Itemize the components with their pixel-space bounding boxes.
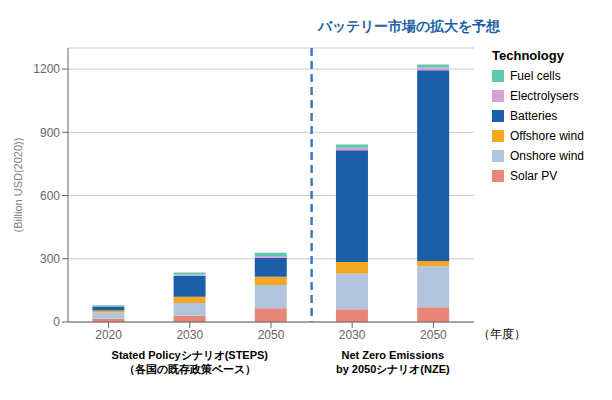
svg-text:2050: 2050 [258,328,285,342]
html-text:Onshore wind: Onshore wind [510,149,584,163]
svg-text:900: 900 [40,126,60,140]
html-text:Stated Policyシナリオ(STEPS) （各国の既: Stated Policyシナリオ(STEPS) （各国の既存政策ベース） [111,349,268,375]
html-text:Offshore wind: Offshore wind [510,129,584,143]
svg-text:2030: 2030 [176,328,203,342]
svg-text:600: 600 [40,189,60,203]
svg-text:0: 0 [53,315,60,329]
svg-text:(Billion USD(2020)): (Billion USD(2020)) [12,138,24,233]
svg-text:300: 300 [40,252,60,266]
html-text:Fuel cells: Fuel cells [510,69,561,83]
svg-text:2020: 2020 [95,328,122,342]
html-text:バッテリー市場の拡大を予想: バッテリー市場の拡大を予想 [317,18,500,34]
html-text:Batteries: Batteries [510,109,558,123]
html-text:Technology: Technology [492,48,564,63]
html-text:（年度）: （年度） [478,327,526,341]
svg-text:2030: 2030 [339,328,366,342]
html-text:Electrolysers: Electrolysers [510,89,579,103]
svg-text:2050: 2050 [420,328,447,342]
svg-text:1200: 1200 [33,62,60,76]
html-text:Net Zero Emissions by 2050シナリオ: Net Zero Emissions by 2050シナリオ(NZE) [335,349,450,375]
html-text:Solar PV: Solar PV [510,169,558,183]
